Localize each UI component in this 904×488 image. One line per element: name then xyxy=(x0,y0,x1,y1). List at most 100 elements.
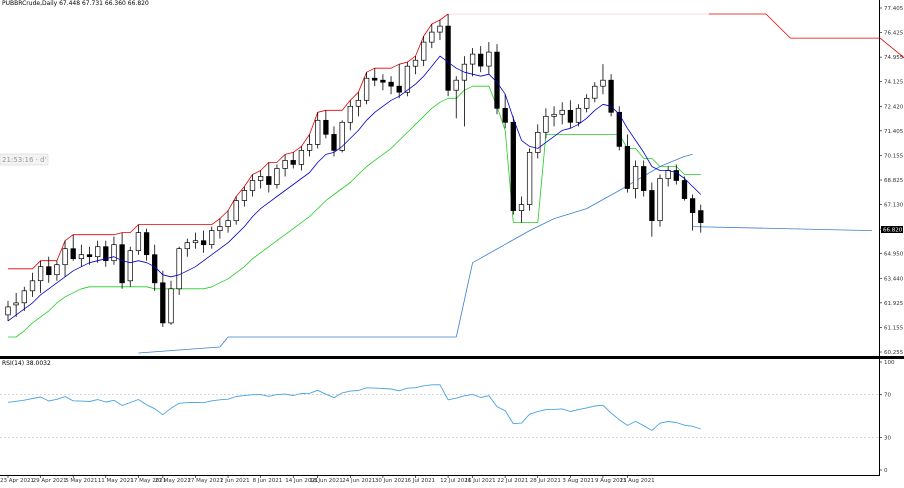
candle-body-bull xyxy=(526,152,533,205)
candle xyxy=(233,196,239,225)
candle-body-bull xyxy=(412,59,419,67)
candle-body-bull xyxy=(592,85,598,99)
candle-body-bear xyxy=(616,111,622,147)
last-price-label: 66.820 xyxy=(883,228,903,234)
candle xyxy=(339,120,345,153)
candle-body-bear xyxy=(478,53,484,67)
candle-body-bull xyxy=(559,109,565,115)
candle-body-bear xyxy=(681,180,688,199)
candle xyxy=(241,186,248,207)
candle xyxy=(461,56,468,127)
time-tick-label: 12 Jul 2021 xyxy=(440,478,471,484)
candle xyxy=(665,166,671,187)
candle xyxy=(372,68,378,87)
chart-title: PUBBRCrude,Daily 67.448 67.731 66.360 66… xyxy=(2,0,149,7)
candle-body-bull xyxy=(78,254,85,260)
candle-body-bear xyxy=(608,79,614,113)
candle xyxy=(567,100,574,129)
candle-body-bull xyxy=(217,226,223,231)
time-tick-label: 6 Jul 2021 xyxy=(408,478,436,484)
price-tick-label: 60.255 xyxy=(884,350,904,356)
candle xyxy=(437,20,443,41)
candle-body-bull xyxy=(551,113,557,117)
candle-body-bear xyxy=(502,107,508,123)
candle-body-bull xyxy=(257,176,264,181)
time-tick-label: 21 May 2021 xyxy=(155,478,191,484)
candle xyxy=(37,260,44,293)
candle xyxy=(249,174,256,197)
candle-body-bull xyxy=(665,170,671,179)
candle xyxy=(54,260,60,281)
candle-body-bull xyxy=(600,79,606,87)
candle xyxy=(331,126,337,157)
candle-body-bull xyxy=(282,160,288,169)
candle-body-bull xyxy=(225,220,231,227)
green-lower-channel xyxy=(8,85,701,338)
candle xyxy=(323,110,329,139)
price-tick-label: 71.405 xyxy=(884,129,904,135)
rsi-title: RSI(14) 38.0032 xyxy=(2,360,51,367)
price-tick-label: 68.825 xyxy=(884,178,904,184)
candle-body-bull xyxy=(274,168,280,185)
candle xyxy=(616,106,622,151)
time-tick-label: 11 May 2021 xyxy=(98,478,134,484)
candle-body-bull xyxy=(29,280,36,292)
candle xyxy=(290,152,296,169)
candle-body-bull xyxy=(62,248,68,266)
candle xyxy=(551,106,557,127)
candle-body-bull xyxy=(429,31,435,43)
candle xyxy=(600,64,606,95)
candle xyxy=(225,210,231,233)
time-tick-label: 3 Aug 2021 xyxy=(562,478,594,484)
price-axis-ticks: 77.405 76.425 74.955 74.125 72.420 71.405 70.1… xyxy=(879,6,904,356)
candle xyxy=(5,300,11,321)
candle-body-bear xyxy=(46,266,52,276)
blue-lower-channel-0 xyxy=(138,336,457,354)
rsi-levels xyxy=(0,394,879,438)
candle xyxy=(502,94,508,129)
candle-body-bear xyxy=(323,119,329,135)
candle xyxy=(445,14,451,97)
candle xyxy=(184,238,190,257)
candle-body-bear xyxy=(380,79,386,83)
candle xyxy=(388,76,394,95)
candle-body-bull xyxy=(13,302,19,306)
rsi-tick-label: 0 xyxy=(884,468,888,474)
price-tick-label: 74.955 xyxy=(884,55,904,61)
time-tick-label: 13 Aug 2021 xyxy=(619,478,654,484)
rsi-tick-label: 30 xyxy=(884,436,891,442)
candle xyxy=(673,164,679,185)
time-tick-label: 14 Jun 2021 xyxy=(285,478,318,484)
rsi-tick-label: 70 xyxy=(884,392,891,398)
candle xyxy=(681,176,688,201)
candle-body-bear xyxy=(396,85,402,93)
candle-body-bull xyxy=(95,246,101,258)
candle xyxy=(21,286,27,311)
candle xyxy=(657,174,663,227)
candle-body-bull xyxy=(176,248,182,290)
candle-body-bull xyxy=(192,240,199,244)
candle-body-bull xyxy=(249,180,256,191)
candle-body-bull xyxy=(355,99,362,107)
candle-body-bear xyxy=(86,254,93,258)
candle-body-bull xyxy=(657,178,663,221)
candle xyxy=(111,236,117,265)
candle xyxy=(70,234,76,261)
panel-separator[interactable] xyxy=(0,356,904,359)
candle-body-bear xyxy=(388,81,394,87)
candle-body-bull xyxy=(315,119,321,145)
candle xyxy=(584,94,590,113)
candle-body-bull xyxy=(453,79,459,91)
candle-body-bull xyxy=(486,51,492,67)
price-tick-label: 67.130 xyxy=(884,203,904,209)
candle xyxy=(209,226,215,249)
time-tick-label: 16 Jul 2021 xyxy=(465,478,496,484)
rsi-line xyxy=(7,384,701,431)
candle xyxy=(510,116,516,215)
candle xyxy=(257,170,264,189)
candle xyxy=(649,182,655,237)
candle xyxy=(62,240,68,277)
candle-body-bull xyxy=(168,288,174,324)
blue-lower-channel-2 xyxy=(692,226,872,231)
